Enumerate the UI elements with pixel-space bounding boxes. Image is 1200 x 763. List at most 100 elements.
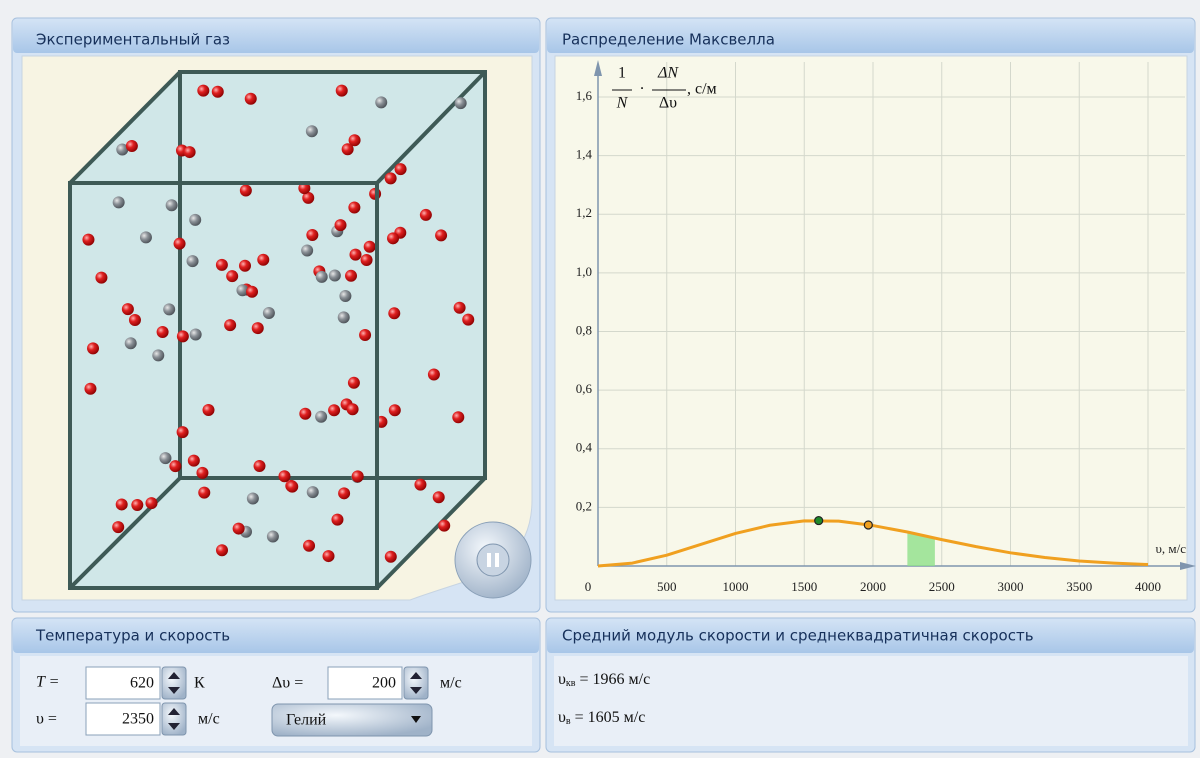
particle: [215, 258, 228, 271]
v-spinner[interactable]: [161, 702, 187, 736]
particle: [286, 480, 299, 493]
dv-spinner[interactable]: [403, 666, 429, 700]
particle: [189, 328, 202, 341]
particle: [253, 460, 266, 473]
particle: [453, 301, 466, 314]
particle: [322, 550, 335, 563]
particle: [394, 163, 407, 176]
spinner-arrows: [168, 708, 180, 730]
particle: [196, 466, 209, 479]
particle: [189, 213, 202, 226]
particle: [131, 498, 144, 511]
t-value[interactable]: 620: [130, 675, 154, 692]
particle: [301, 244, 314, 257]
prob-speed: υв = 1605 м/с: [558, 709, 645, 728]
panel-title: Распределение Максвелла: [562, 31, 775, 49]
particle: [82, 233, 95, 246]
particle: [335, 84, 348, 97]
particle: [341, 143, 354, 156]
x-tick-label: 3500: [1066, 579, 1092, 594]
particle: [299, 407, 312, 420]
panel-header: [13, 19, 539, 53]
particle: [224, 319, 237, 332]
t-input[interactable]: [85, 666, 161, 700]
particle: [257, 253, 270, 266]
t-unit: К: [194, 675, 205, 692]
y-tick-label: 1,4: [576, 147, 593, 162]
plot-area: [554, 55, 1188, 601]
y-tick-label: 1,0: [576, 264, 592, 279]
particle: [183, 146, 196, 159]
particle: [128, 314, 141, 327]
particle: [328, 269, 341, 282]
particle: [384, 550, 397, 563]
particle: [306, 486, 319, 499]
particle: [359, 329, 372, 342]
particle: [116, 143, 129, 156]
panel-maxwell: Распределение Максвелла: [545, 17, 1196, 613]
y-tick-label: 0,8: [576, 322, 592, 337]
pause-core[interactable]: [476, 543, 510, 577]
particle: [216, 544, 229, 557]
dv-unit: м/с: [440, 675, 462, 692]
t-spinner[interactable]: [161, 666, 187, 700]
particle: [152, 349, 165, 362]
particle: [351, 470, 364, 483]
particle: [176, 330, 189, 343]
particle: [328, 404, 341, 417]
gas-select[interactable]: [271, 703, 433, 737]
particle: [414, 478, 427, 491]
panel-title: Экспериментальный газ: [36, 31, 230, 49]
particle: [462, 313, 475, 326]
v-input[interactable]: [85, 702, 161, 736]
particle: [306, 229, 319, 242]
particle: [236, 284, 249, 297]
rms-speed: υкв = 1966 м/с: [558, 671, 650, 690]
particle: [388, 307, 401, 320]
particle: [246, 285, 259, 298]
t-label: T =: [36, 674, 59, 691]
particle: [346, 403, 359, 416]
particle: [375, 96, 388, 109]
particle: [244, 92, 257, 105]
dv-input[interactable]: [327, 666, 403, 700]
pause-button[interactable]: [454, 521, 532, 599]
particle: [232, 522, 245, 535]
particle: [452, 411, 465, 424]
y-label-num: ΔN: [657, 65, 679, 82]
particle: [238, 259, 251, 272]
particles: [82, 84, 475, 563]
speeds: υкв = 1966 м/с υв = 1605 м/с: [558, 671, 650, 728]
particle: [427, 368, 440, 381]
particle: [435, 229, 448, 242]
particle: [338, 487, 351, 500]
spinner-arrows: [168, 672, 180, 694]
v-value[interactable]: 2350: [122, 711, 154, 728]
y-axis-title: 1 N · ΔN Δυ , с/м: [612, 65, 717, 112]
panel-title: Температура и скорость: [35, 627, 230, 645]
y-tick-label: 0,4: [576, 440, 593, 455]
box-edge: [375, 70, 487, 185]
pause-bar: [487, 553, 491, 567]
particle: [302, 191, 315, 204]
particle: [197, 84, 210, 97]
particle: [348, 134, 361, 147]
particle: [251, 322, 264, 335]
particle: [198, 486, 211, 499]
y-label-num: 1: [618, 65, 626, 82]
panel-speeds: Средний модуль скорости и среднеквадрати…: [545, 617, 1196, 753]
value-text: = 1966 м/с: [576, 671, 651, 688]
y-tick-label: 1,2: [576, 205, 592, 220]
x-tick-label: 2000: [860, 579, 886, 594]
box-front: [68, 181, 379, 590]
particle: [348, 201, 361, 214]
particle: [246, 492, 259, 505]
particle: [349, 248, 362, 261]
dv-value[interactable]: 200: [372, 675, 396, 692]
gas-select-value[interactable]: Гелий: [286, 712, 327, 729]
panel-header: [547, 19, 1194, 53]
particle: [262, 306, 275, 319]
y-tick-label: 0,6: [576, 381, 593, 396]
y-label-den: Δυ: [659, 95, 677, 112]
